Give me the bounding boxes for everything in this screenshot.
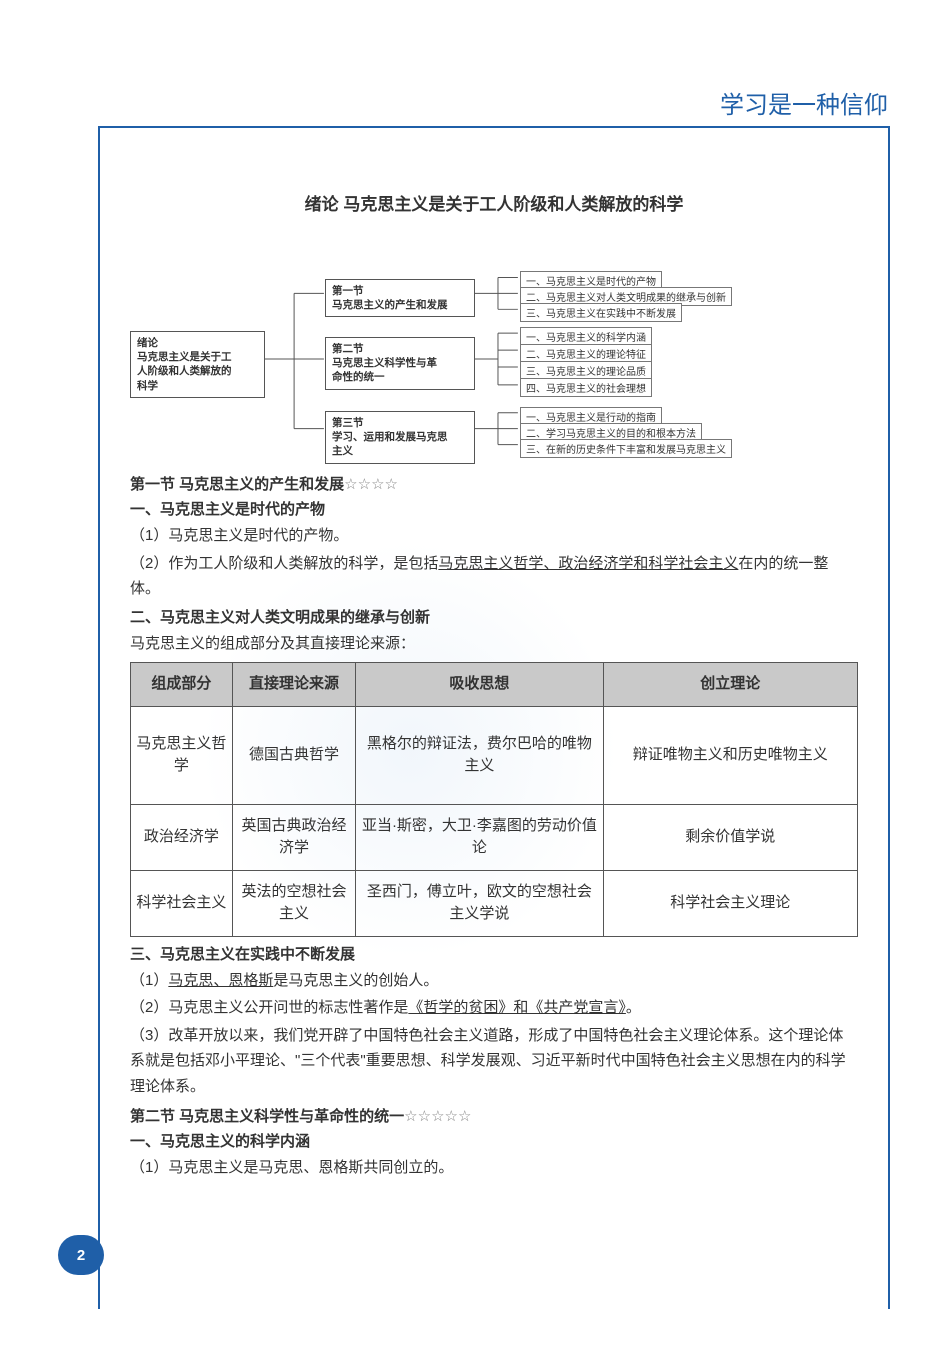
table-cell: 黑格尔的辩证法，费尔巴哈的唯物主义: [356, 706, 603, 804]
stars-icon: ☆☆☆☆☆: [404, 1108, 471, 1125]
body-text: （3）改革开放以来，我们党开辟了中国特色社会主义道路，形成了中国特色社会主义理论…: [130, 1023, 858, 1100]
text-span: （2）作为工人阶级和人类解放的科学，是包括: [130, 555, 438, 572]
table-header: 直接理论来源: [232, 663, 356, 707]
diagram-s1-l2: 马克思主义的产生和发展: [332, 298, 468, 312]
table-cell: 亚当·斯密，大卫·李嘉图的劳动价值论: [356, 804, 603, 870]
table-header: 吸收思想: [356, 663, 603, 707]
table-cell: 辩证唯物主义和历史唯物主义: [603, 706, 857, 804]
table-row: 马克思主义哲学 德国古典哲学 黑格尔的辩证法，费尔巴哈的唯物主义 辩证唯物主义和…: [131, 706, 858, 804]
diagram-root-l2: 马克思主义是关于工: [137, 350, 258, 364]
diagram-section-2: 第二节 马克思主义科学性与革 命性的统一: [325, 337, 475, 390]
diagram-s1-l1: 第一节: [332, 284, 468, 298]
theory-table: 组成部分 直接理论来源 吸收思想 创立理论 马克思主义哲学 德国古典哲学 黑格尔…: [130, 662, 858, 937]
body-text: （1）马克思、恩格斯是马克思主义的创始人。: [130, 968, 858, 994]
diagram-s3-l2: 学习、运用和发展马克思: [332, 430, 468, 444]
diagram-root-l3: 人阶级和人类解放的: [137, 364, 258, 378]
table-cell: 圣西门，傅立叶，欧文的空想社会主义学说: [356, 870, 603, 936]
diagram-leaf: 三、马克思主义在实践中不断发展: [520, 303, 682, 322]
text-span: （1）: [130, 972, 168, 989]
underline-text: 马克思、恩格斯: [168, 972, 273, 989]
outline-diagram: 绪论 马克思主义是关于工 人阶级和人类解放的 科学 第一节 马克思主义的产生和发…: [130, 271, 858, 461]
underline-text: 马克思主义哲学、政治经济学和科学社会主义: [438, 555, 738, 572]
s1-1-heading: 一、马克思主义是时代的产物: [130, 498, 858, 519]
diagram-s3-l1: 第三节: [332, 416, 468, 430]
section-2-heading: 第二节 马克思主义科学性与革命性的统一☆☆☆☆☆: [130, 1105, 858, 1126]
section-1-heading: 第一节 马克思主义的产生和发展☆☆☆☆: [130, 473, 858, 494]
section-1-title: 第一节 马克思主义的产生和发展: [130, 476, 344, 493]
s2-1-heading: 一、马克思主义的科学内涵: [130, 1130, 858, 1151]
diagram-s2-l1: 第二节: [332, 342, 468, 356]
diagram-section-3: 第三节 学习、运用和发展马克思 主义: [325, 411, 475, 464]
diagram-s3-l3: 主义: [332, 444, 468, 458]
diagram-s2-l3: 命性的统一: [332, 370, 468, 384]
stars-icon: ☆☆☆☆: [344, 476, 398, 493]
page-number-badge: 2: [58, 1235, 104, 1275]
table-cell: 剩余价值学说: [603, 804, 857, 870]
diagram-section-1: 第一节 马克思主义的产生和发展: [325, 279, 475, 317]
text-span: 。: [626, 999, 641, 1016]
text-span: 是马克思主义的创始人。: [273, 972, 438, 989]
table-cell: 政治经济学: [131, 804, 233, 870]
text-span: （2）马克思主义公开问世的标志性著作是: [130, 999, 408, 1016]
body-text: （1）马克思主义是马克思、恩格斯共同创立的。: [130, 1155, 858, 1181]
table-cell: 德国古典哲学: [232, 706, 356, 804]
body-text: （2）马克思主义公开问世的标志性著作是《哲学的贫困》和《共产党宣言》。: [130, 995, 858, 1021]
main-title: 绪论 马克思主义是关于工人阶级和人类解放的科学: [130, 190, 858, 215]
body-text: （2）作为工人阶级和人类解放的科学，是包括马克思主义哲学、政治经济学和科学社会主…: [130, 551, 858, 602]
table-header: 组成部分: [131, 663, 233, 707]
table-cell: 英法的空想社会主义: [232, 870, 356, 936]
diagram-root-l4: 科学: [137, 379, 258, 393]
table-cell: 马克思主义哲学: [131, 706, 233, 804]
page-frame: 绪论 马克思主义是关于工人阶级和人类解放的科学: [98, 126, 890, 1309]
section-2-title: 第二节 马克思主义科学性与革命性的统一: [130, 1108, 404, 1125]
table-header-row: 组成部分 直接理论来源 吸收思想 创立理论: [131, 663, 858, 707]
diagram-root-l1: 绪论: [137, 336, 258, 350]
page-header-title: 学习是一种信仰: [720, 85, 888, 120]
table-cell: 科学社会主义: [131, 870, 233, 936]
table-cell: 科学社会主义理论: [603, 870, 857, 936]
table-header: 创立理论: [603, 663, 857, 707]
diagram-root: 绪论 马克思主义是关于工 人阶级和人类解放的 科学: [130, 331, 265, 398]
diagram-leaf: 三、在新的历史条件下丰富和发展马克思主义: [520, 439, 732, 458]
diagram-s2-l2: 马克思主义科学性与革: [332, 356, 468, 370]
underline-text: 《哲学的贫困》和《共产党宣言》: [408, 999, 626, 1016]
body-text: 马克思主义的组成部分及其直接理论来源：: [130, 631, 858, 657]
table-row: 科学社会主义 英法的空想社会主义 圣西门，傅立叶，欧文的空想社会主义学说 科学社…: [131, 870, 858, 936]
s1-2-heading: 二、马克思主义对人类文明成果的继承与创新: [130, 606, 858, 627]
table-cell: 英国古典政治经济学: [232, 804, 356, 870]
table-row: 政治经济学 英国古典政治经济学 亚当·斯密，大卫·李嘉图的劳动价值论 剩余价值学…: [131, 804, 858, 870]
body-text: （1）马克思主义是时代的产物。: [130, 523, 858, 549]
s1-3-heading: 三、马克思主义在实践中不断发展: [130, 943, 858, 964]
diagram-leaf: 四、马克思主义的社会理想: [520, 378, 652, 397]
